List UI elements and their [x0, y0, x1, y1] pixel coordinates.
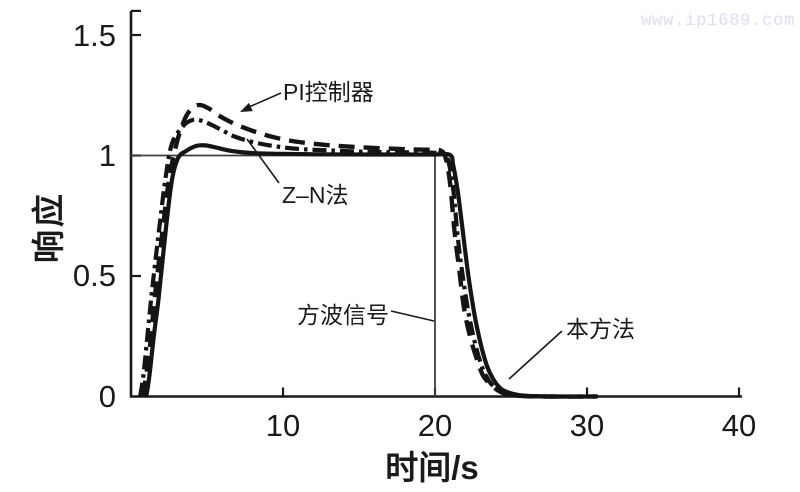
x-axis-label: 时间/s: [385, 449, 479, 486]
annotation-pi-controller: PI控制器: [283, 79, 374, 105]
watermark-text: www.ip1689.com: [640, 11, 795, 31]
pi-annotation-arrowhead: [240, 102, 253, 112]
zn-annotation-leader: [246, 138, 280, 184]
ytick-label-0: 0: [98, 379, 116, 414]
curve-dashed: [140, 102, 595, 399]
xtick-label-10: 10: [265, 408, 301, 443]
xtick-label-30: 30: [569, 408, 605, 443]
y-axis-label: 响应: [30, 191, 67, 263]
pi-annotation-arrow-line: [248, 92, 282, 108]
curve-solid: [144, 143, 598, 399]
axes: [129, 9, 742, 398]
squarewave-annotation-leader: [390, 310, 435, 322]
ytick-label-0p5: 0.5: [72, 258, 116, 293]
data-curves: [131, 102, 598, 399]
curve-dashdot: [138, 117, 598, 399]
xtick-label-40: 40: [721, 408, 757, 443]
annotation-square-wave: 方波信号: [297, 302, 389, 328]
ytick-label-1p5: 1.5: [72, 18, 116, 53]
ours-annotation-leader: [508, 330, 563, 380]
annotation-our-method: 本方法: [566, 316, 635, 342]
ytick-label-1: 1: [98, 138, 116, 173]
annotation-zn-method: Z–N法: [282, 182, 349, 208]
xtick-label-20: 20: [417, 408, 453, 443]
annotation-leader-lines: [240, 92, 563, 380]
